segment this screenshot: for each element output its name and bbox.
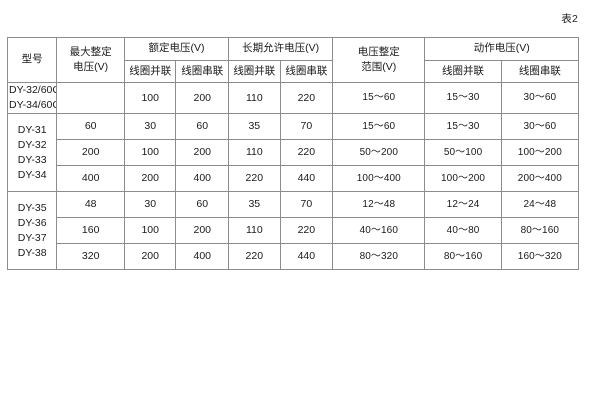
cell-model-group-3: DY-35 DY-36 DY-37 DY-38 bbox=[6, 191, 58, 271]
cell-action-parallel: 100～200 bbox=[424, 165, 502, 193]
model-name: DY-38 bbox=[17, 247, 47, 260]
cell-rated-series: 200 bbox=[175, 139, 230, 167]
table-row: 320 200 400 220 440 80～320 80～160 160～320 bbox=[8, 243, 580, 271]
cell-max-set-voltage: 160 bbox=[56, 217, 125, 245]
cell-rated-parallel: 200 bbox=[123, 165, 177, 193]
cell-action-series: 160～320 bbox=[500, 243, 580, 271]
cell-max-set-voltage: 200 bbox=[56, 139, 125, 167]
cell-max-set-voltage: 400 bbox=[56, 165, 125, 193]
header-action-parallel: 线圈并联 bbox=[424, 60, 502, 83]
model-name: DY-31 bbox=[17, 123, 47, 136]
cell-action-parallel: 40～80 bbox=[424, 217, 502, 245]
cell-max-set-voltage: 48 bbox=[56, 191, 125, 219]
header-action-voltage-group: 动作电压(V) bbox=[424, 37, 579, 61]
cell-long-series: 440 bbox=[279, 165, 334, 193]
cell-long-parallel: 110 bbox=[228, 217, 281, 245]
header-rated-parallel: 线圈并联 bbox=[123, 60, 177, 83]
cell-max-set-voltage bbox=[56, 81, 125, 115]
table-caption: 表2 bbox=[561, 13, 578, 25]
cell-action-series: 30～60 bbox=[500, 81, 580, 115]
table-row: 160 100 200 110 220 40～160 40～80 80～160 bbox=[8, 217, 580, 245]
cell-long-parallel: 35 bbox=[228, 113, 281, 141]
table-row: DY-32/60C DY-34/60C 100 200 110 220 15～60 15～30… bbox=[6, 81, 580, 115]
model-name: DY-34/60C bbox=[9, 99, 57, 112]
table-row: 400 200 400 220 440 100～400 100～200 200～400 bbox=[8, 165, 580, 193]
model-name: DY-33 bbox=[17, 153, 47, 166]
cell-rated-series: 200 bbox=[175, 217, 230, 245]
cell-set-range: 80～320 bbox=[332, 243, 426, 271]
cell-model-group-1: DY-32/60C DY-34/60C bbox=[6, 81, 58, 115]
cell-action-parallel: 80～160 bbox=[424, 243, 502, 271]
cell-long-parallel: 110 bbox=[228, 81, 281, 115]
cell-set-range: 50～200 bbox=[332, 139, 426, 167]
cell-rated-series: 60 bbox=[175, 113, 230, 141]
header-long-parallel: 线圈并联 bbox=[228, 60, 281, 83]
cell-long-series: 440 bbox=[279, 243, 334, 271]
cell-model-group-2: DY-31 DY-32 DY-33 DY-34 bbox=[6, 113, 58, 193]
cell-set-range: 15～60 bbox=[332, 113, 426, 141]
cell-rated-series: 200 bbox=[175, 81, 230, 115]
header-max-set-voltage-line2: 电压(V) bbox=[73, 61, 109, 73]
specification-table: 型号 最大整定 电压(V) 额定电压(V) 长期允许电压(V) 电压整定 范围(… bbox=[6, 37, 580, 271]
cell-rated-parallel: 200 bbox=[123, 243, 177, 271]
cell-set-range: 40～160 bbox=[332, 217, 426, 245]
cell-set-range: 100～400 bbox=[332, 165, 426, 193]
cell-long-series: 220 bbox=[279, 81, 334, 115]
cell-action-series: 24～48 bbox=[500, 191, 580, 219]
cell-action-parallel: 15～30 bbox=[424, 113, 502, 141]
header-rated-series: 线圈串联 bbox=[175, 60, 230, 83]
cell-action-series: 80～160 bbox=[500, 217, 580, 245]
header-long-term-voltage-group: 长期允许电压(V) bbox=[228, 37, 334, 61]
cell-rated-parallel: 30 bbox=[123, 113, 177, 141]
cell-long-series: 70 bbox=[279, 113, 334, 141]
cell-rated-parallel: 100 bbox=[123, 139, 177, 167]
header-row-group: 型号 最大整定 电压(V) 额定电压(V) 长期允许电压(V) 电压整定 范围(… bbox=[6, 37, 579, 83]
cell-max-set-voltage: 60 bbox=[56, 113, 125, 141]
header-row-sub: 线圈并联 线圈串联 线圈并联 线圈串联 线圈并联 线圈串联 bbox=[8, 60, 580, 83]
table-body: DY-32/60C DY-34/60C 100 200 110 220 15～60 15～30… bbox=[6, 81, 580, 271]
table-header: 型号 最大整定 电压(V) 额定电压(V) 长期允许电压(V) 电压整定 范围(… bbox=[6, 37, 580, 83]
header-rated-voltage-group: 额定电压(V) bbox=[123, 37, 230, 61]
cell-action-series: 30～60 bbox=[500, 113, 580, 141]
cell-rated-parallel: 100 bbox=[123, 217, 177, 245]
header-max-set-voltage-line1: 最大整定 bbox=[69, 45, 112, 58]
model-name: DY-37 bbox=[17, 231, 47, 244]
table-row: DY-35 DY-36 DY-37 DY-38 48 30 60 35 70 12～48 12～24… bbox=[6, 191, 580, 271]
cell-long-series: 70 bbox=[279, 191, 334, 219]
cell-rated-series: 400 bbox=[175, 243, 230, 271]
model-name: DY-35 bbox=[17, 201, 47, 214]
cell-rated-parallel: 100 bbox=[123, 81, 177, 115]
header-set-range-line2: 范围(V) bbox=[361, 61, 397, 73]
cell-set-range: 12～48 bbox=[332, 191, 426, 219]
header-model: 型号 bbox=[6, 37, 58, 83]
cell-long-parallel: 110 bbox=[228, 139, 281, 167]
cell-rated-series: 60 bbox=[175, 191, 230, 219]
cell-action-parallel: 12～24 bbox=[424, 191, 502, 219]
cell-set-range: 15～60 bbox=[332, 81, 426, 115]
cell-rated-parallel: 30 bbox=[123, 191, 177, 219]
cell-long-parallel: 220 bbox=[228, 243, 281, 271]
header-long-series: 线圈串联 bbox=[279, 60, 334, 83]
cell-rated-series: 400 bbox=[175, 165, 230, 193]
model-name: DY-36 bbox=[17, 216, 47, 229]
cell-action-series: 100～200 bbox=[500, 139, 580, 167]
model-name: DY-32/60C bbox=[9, 84, 57, 96]
table-row: DY-31 DY-32 DY-33 DY-34 60 30 60 35 70 15～60 15～30… bbox=[6, 113, 580, 193]
header-max-set-voltage: 最大整定 电压(V) bbox=[56, 37, 125, 83]
model-name: DY-34 bbox=[17, 169, 47, 182]
cell-long-parallel: 35 bbox=[228, 191, 281, 219]
cell-action-parallel: 50～100 bbox=[424, 139, 502, 167]
model-name: DY-32 bbox=[17, 138, 47, 151]
cell-action-parallel: 15～30 bbox=[424, 81, 502, 115]
cell-action-series: 200～400 bbox=[500, 165, 580, 193]
cell-long-series: 220 bbox=[279, 139, 334, 167]
header-set-range: 电压整定 范围(V) bbox=[332, 37, 426, 83]
cell-long-series: 220 bbox=[279, 217, 334, 245]
cell-max-set-voltage: 320 bbox=[56, 243, 125, 271]
header-set-range-line1: 电压整定 bbox=[357, 45, 400, 58]
table-row: 200 100 200 110 220 50～200 50～100 100～200 bbox=[8, 139, 580, 167]
cell-long-parallel: 220 bbox=[228, 165, 281, 193]
header-action-series: 线圈串联 bbox=[500, 60, 580, 83]
